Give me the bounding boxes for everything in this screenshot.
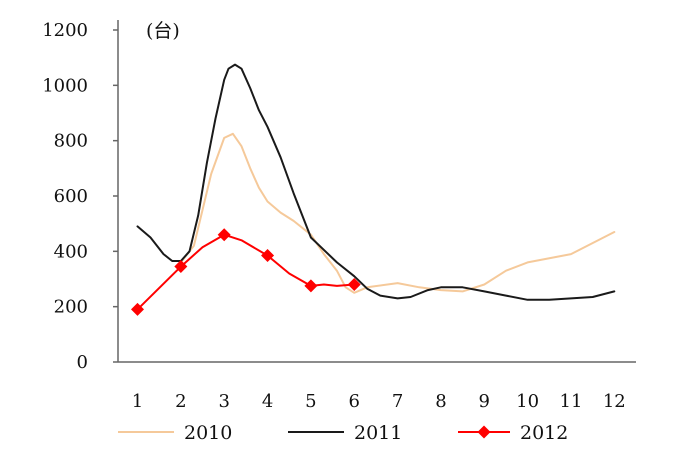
y-tick-label: 1200 bbox=[42, 20, 88, 41]
x-tick-label: 3 bbox=[218, 391, 229, 412]
legend: 2010 2011 2012 bbox=[118, 422, 568, 444]
x-tick-label: 12 bbox=[603, 391, 626, 412]
y-tick-label: 1000 bbox=[42, 75, 88, 96]
data-point-2012 bbox=[131, 302, 145, 316]
data-point-2012 bbox=[174, 260, 188, 274]
legend-marker-2012 bbox=[477, 425, 491, 439]
x-tick-label: 2 bbox=[175, 391, 186, 412]
data-point-2012 bbox=[217, 228, 231, 242]
x-axis-ticks: 1 2 3 4 5 6 7 8 9 10 11 12 bbox=[132, 391, 626, 412]
series-line-2011 bbox=[136, 63, 616, 301]
series-line-2012 bbox=[136, 233, 356, 311]
x-tick-label: 1 bbox=[132, 391, 143, 412]
x-tick-label: 7 bbox=[392, 391, 403, 412]
x-tick-label: 4 bbox=[262, 391, 273, 412]
y-tick-label: 0 bbox=[77, 352, 88, 373]
y-tick-label: 200 bbox=[54, 297, 88, 318]
unit-label: (台) bbox=[146, 20, 180, 42]
series-line-2010 bbox=[179, 132, 616, 294]
y-tick-label: 800 bbox=[54, 131, 88, 152]
x-tick-label: 10 bbox=[516, 391, 539, 412]
data-point-2012 bbox=[347, 278, 361, 292]
y-tick-label: 400 bbox=[54, 241, 88, 262]
x-tick-label: 5 bbox=[305, 391, 316, 412]
x-tick-label: 11 bbox=[560, 391, 583, 412]
legend-label-2011: 2011 bbox=[354, 422, 402, 444]
x-tick-label: 6 bbox=[349, 391, 360, 412]
legend-label-2012: 2012 bbox=[520, 422, 568, 444]
x-tick-label: 9 bbox=[479, 391, 490, 412]
x-tick-label: 8 bbox=[435, 391, 446, 412]
series-layer bbox=[131, 63, 616, 316]
y-axis-ticks: 0 200 400 600 800 1000 1200 bbox=[42, 20, 118, 373]
data-point-2012 bbox=[304, 279, 318, 293]
y-tick-label: 600 bbox=[54, 186, 88, 207]
legend-label-2010: 2010 bbox=[184, 422, 232, 444]
data-point-2012 bbox=[261, 248, 275, 262]
